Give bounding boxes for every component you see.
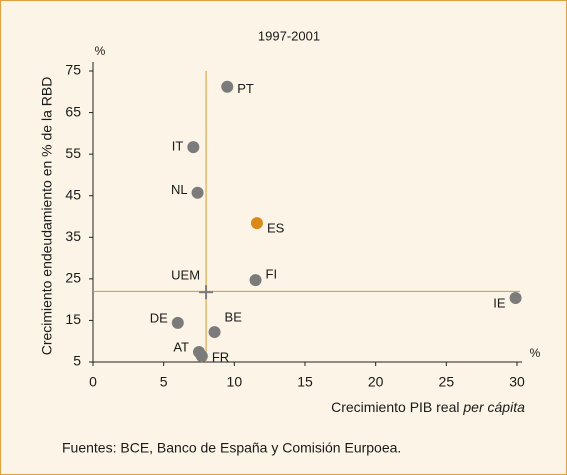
x-axis-label-italic: per cápita — [462, 399, 525, 415]
x-unit: % — [530, 346, 541, 360]
point — [191, 186, 204, 199]
x-axis-label: Crecimiento PIB real per cápita — [331, 399, 525, 415]
y-tick-label: 25 — [65, 270, 81, 286]
point — [250, 217, 263, 230]
y-axis-label: Crecimiento endeudamiento en % de la RBD — [39, 77, 55, 356]
point — [221, 80, 234, 93]
x-tick-label: 15 — [297, 374, 313, 390]
point — [208, 326, 221, 339]
point-cross — [199, 285, 214, 300]
point-label: UEM — [171, 268, 200, 283]
chart-title: 1997-2001 — [258, 28, 320, 43]
x-tick-label: 25 — [439, 374, 455, 390]
point-label: DE — [150, 310, 168, 325]
point — [249, 274, 262, 287]
x-tick-label: 0 — [89, 374, 97, 390]
point-label: PT — [237, 81, 254, 96]
y-tick-label: 55 — [65, 145, 81, 161]
x-axis-label-main: Crecimiento PIB real — [331, 399, 459, 415]
point-label: AT — [173, 339, 189, 354]
footnote: Fuentes: BCE, Banco de España y Comisión… — [62, 440, 401, 456]
point-label: IT — [172, 139, 184, 154]
x-tick-label: 10 — [227, 374, 243, 390]
y-tick-label: 75 — [65, 62, 81, 78]
x-tick-label: 20 — [368, 374, 384, 390]
point — [187, 141, 200, 154]
point-label: FR — [212, 350, 229, 365]
point-label: ES — [267, 221, 285, 236]
y-tick-label: 65 — [65, 103, 81, 119]
y-tick-label: 5 — [73, 353, 81, 369]
x-tick-label: 5 — [160, 374, 168, 390]
point — [509, 291, 522, 304]
point-label: FI — [266, 267, 278, 282]
x-tick-label: 30 — [509, 374, 525, 390]
point-label: IE — [493, 295, 506, 310]
y-tick-label: 15 — [65, 311, 81, 327]
point — [195, 350, 208, 363]
y-tick-label: 45 — [65, 186, 81, 202]
y-tick-label: 35 — [65, 228, 81, 244]
point — [171, 316, 184, 329]
point-label: NL — [171, 182, 188, 197]
point-label: BE — [225, 310, 243, 325]
y-unit: % — [95, 44, 106, 58]
